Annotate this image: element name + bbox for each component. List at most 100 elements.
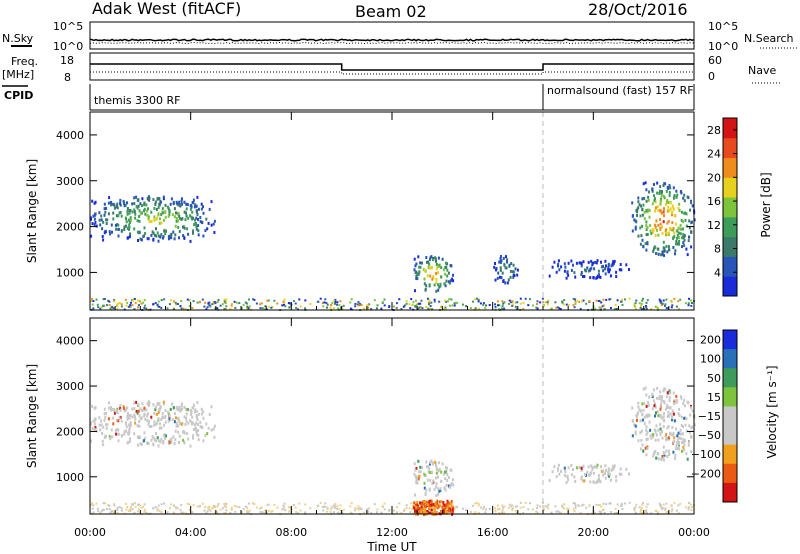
velocity-cell [640,512,643,514]
velocity-cell [207,507,210,510]
velocity-cell [652,452,655,456]
power-cell [652,230,654,234]
velocity-cell [123,409,126,413]
power-cell [503,301,506,304]
power-cell [166,205,169,209]
power-cell [244,301,247,304]
power-cell [298,298,301,301]
power-cell [176,202,179,206]
velocity-cell [625,467,628,471]
power-cell [366,304,369,307]
velocity-cell [590,471,593,475]
velocity-cell [661,455,664,458]
power-cell [175,219,178,223]
power-cell [419,261,422,265]
power-cell [555,270,558,274]
power-cell [380,307,383,310]
velocity-cell [655,424,658,428]
power-cell [434,256,437,260]
velocity-cell [679,428,682,432]
velocity-cell [102,508,104,511]
power-cell [395,307,398,310]
power-cell [663,248,666,252]
velocity-cell [594,511,597,514]
velocity-cell [433,487,436,491]
velocity-cell [597,474,600,478]
velocity-cell [292,504,295,507]
velocity-cell [551,470,554,474]
velocity-cell [179,509,182,512]
velocity-cell [658,397,661,401]
power-colorbar-segment [723,177,737,198]
power-cell [666,250,669,254]
power-cell [123,228,126,231]
power-cell [575,261,578,265]
power-cell [646,299,649,302]
power-cell [516,268,519,272]
power-cell [435,259,437,263]
velocity-cell [479,506,482,509]
velocity-cell [566,474,569,478]
power-cell [646,208,649,212]
velocity-cell [383,508,386,511]
power-cell [437,265,440,268]
power-cell [635,299,638,302]
velocity-cell [136,411,139,415]
power-cell [96,303,99,306]
velocity-cell [158,402,161,406]
velocity-cell [595,465,598,469]
velocity-cell [246,506,248,509]
power-cell [670,306,673,309]
velocity-cell [651,393,654,397]
nave-tick-bottom: 0 [708,70,715,83]
velocity-cell [592,466,595,470]
power-scatter-cells [90,181,696,311]
power-cell [665,244,668,248]
power-cell [105,222,108,225]
velocity-colorbar-segment [723,444,737,465]
velocity-cell [651,407,654,411]
velocity-cell [128,416,131,420]
power-cell [177,225,180,229]
power-cell [155,227,157,231]
power-colorbar-label: Power [dB] [759,172,773,237]
velocity-cell [165,434,167,438]
power-cell [116,302,119,305]
velocity-cell [643,511,646,514]
velocity-cell [433,507,436,511]
power-cell [95,298,98,301]
velocity-cell [595,481,598,485]
power-cell [160,221,163,225]
power-cell [429,256,432,260]
power-cell [143,304,146,307]
velocity-cell [176,507,179,510]
power-cell [94,221,97,225]
power-cell [664,303,667,306]
velocity-cell [424,508,427,512]
power-cell [645,209,648,213]
velocity-cell [455,505,458,508]
power-cell [680,210,683,214]
power-cell [563,262,566,266]
velocity-cell [248,502,250,505]
power-cell [204,301,207,304]
velocity-cell [197,423,199,426]
x-tick-label: 08:00 [275,526,307,539]
velocity-cell [304,511,307,514]
velocity-cell [388,509,391,511]
velocity-cell [221,507,224,510]
velocity-cell [544,505,547,508]
velocity-cell [660,399,663,403]
power-cell [160,299,163,302]
velocity-cell [430,503,433,507]
velocity-cell [336,507,338,510]
velocity-cell [565,481,568,484]
power-cell [444,299,447,302]
power-cell [173,308,176,311]
power-cell [97,306,100,309]
velocity-cell [438,489,441,493]
power-cell [191,201,194,204]
power-cell [180,217,183,221]
power-cell [567,261,570,265]
power-cell [429,258,431,261]
